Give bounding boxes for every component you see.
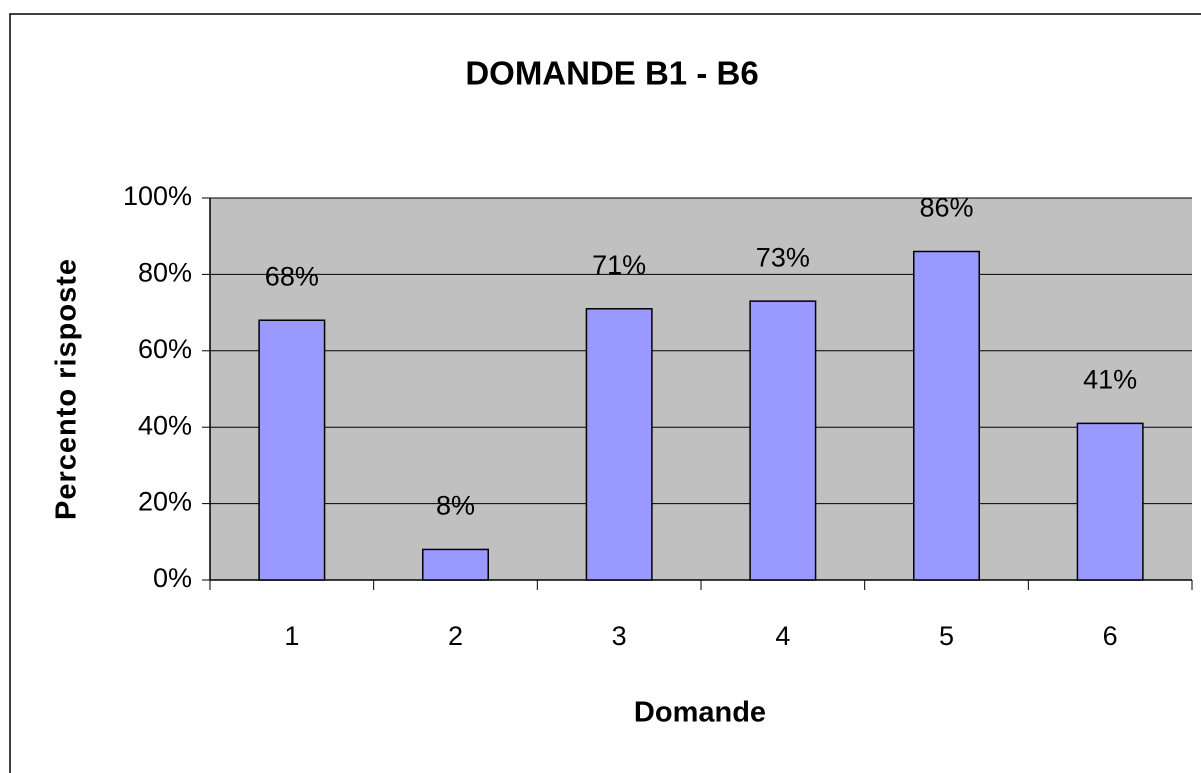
data-label: 71% [592,250,646,280]
plot-area [210,198,1192,580]
bar [258,319,326,581]
x-tick-label: 6 [1103,621,1118,651]
x-tick-label: 1 [284,621,299,651]
bar [749,300,817,581]
data-label: 8% [436,491,475,521]
data-label: 86% [919,193,973,223]
data-label: 41% [1083,365,1137,395]
chart-title: DOMANDE B1 - B6 [465,55,758,92]
y-tick-label: 80% [138,258,192,288]
bar [1076,422,1144,581]
x-axis-title: Domande [634,697,766,729]
bar [422,548,489,581]
y-tick-label: 40% [138,410,192,440]
data-label: 73% [756,242,810,272]
x-tick-label: 4 [775,621,790,651]
y-tick-label: 20% [138,487,192,517]
bar [585,308,653,581]
y-tick-label: 60% [138,334,192,364]
x-tick-label: 5 [939,621,954,651]
y-axis-title: Percento risposte [51,258,83,520]
x-tick-label: 2 [448,621,463,651]
y-tick-label: 100% [123,181,192,211]
bar [913,250,980,581]
x-tick-label: 3 [612,621,627,651]
y-tick-label: 0% [153,563,192,593]
data-label: 68% [265,261,319,291]
